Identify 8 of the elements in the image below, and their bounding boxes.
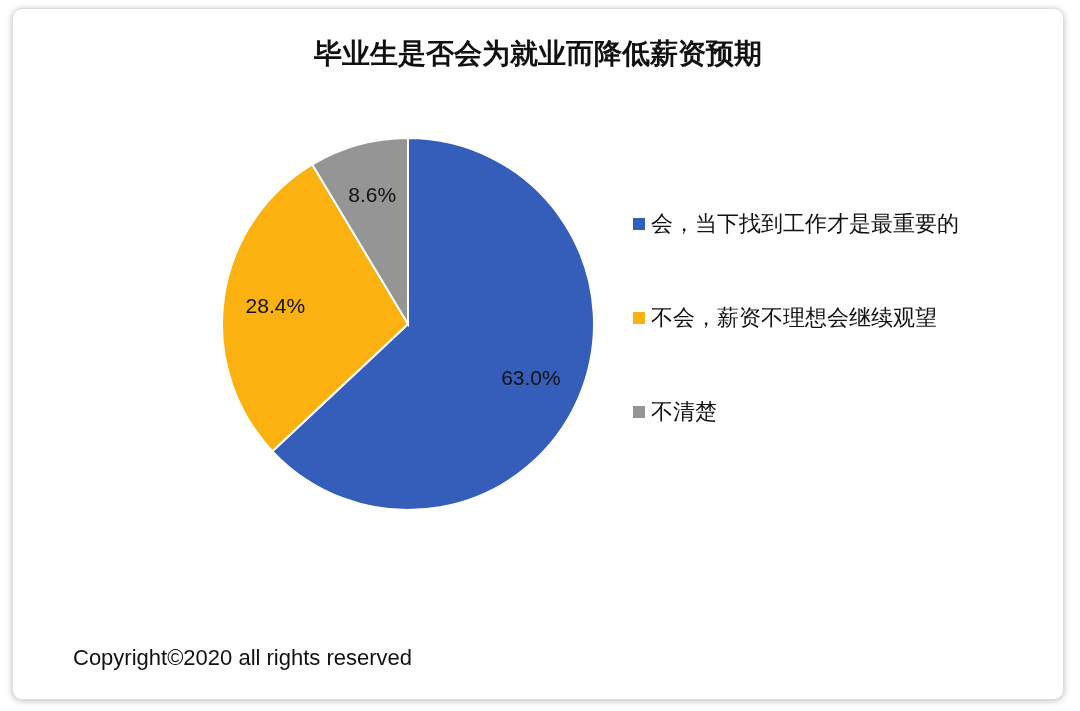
- legend-label: 会，当下找到工作才是最重要的: [651, 210, 959, 238]
- legend-label: 不清楚: [651, 398, 717, 426]
- data-label: 63.0%: [501, 365, 561, 389]
- legend-label: 不会，薪资不理想会继续观望: [651, 304, 937, 332]
- data-label: 8.6%: [348, 183, 397, 207]
- data-label: 28.4%: [245, 294, 306, 318]
- text: Copyright©2020 all rights reserved: [73, 645, 413, 671]
- chart-title: 毕业生是否会为就业而降低薪资预期: [313, 37, 763, 71]
